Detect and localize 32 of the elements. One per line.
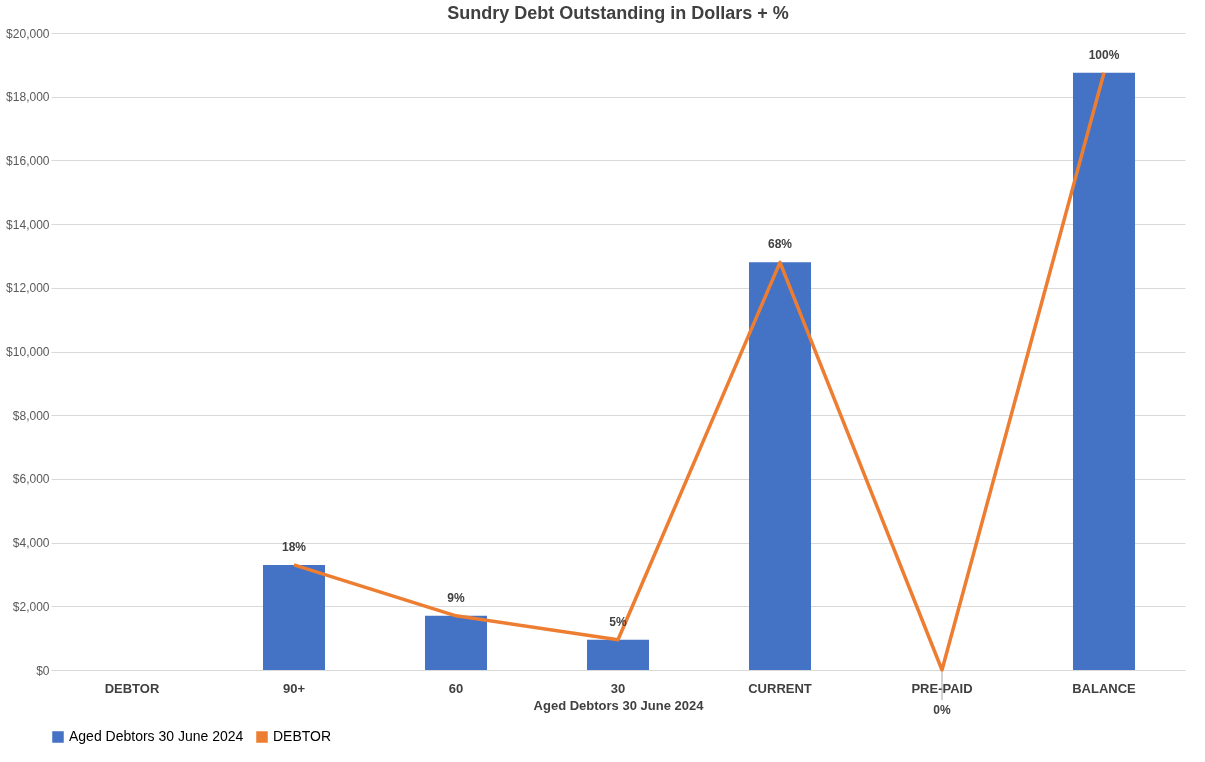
legend-label: DEBTOR xyxy=(273,728,332,744)
annotation: 0% xyxy=(933,703,951,717)
annotation: 68% xyxy=(767,237,793,252)
x-tick-label: 90+ xyxy=(282,680,306,696)
x-tick-label: PRE-PAID xyxy=(911,680,973,696)
y-tick-label: $0 xyxy=(36,663,50,678)
x-axis-title: Aged Debtors 30 June 2024 xyxy=(533,697,705,713)
y-tick-label: $2,000 xyxy=(12,599,50,614)
y-tick-label: $16,000 xyxy=(6,153,50,168)
y-tick-label: $12,000 xyxy=(6,281,50,296)
x-tick-label: 30 xyxy=(610,680,626,696)
y-tick-label: $18,000 xyxy=(6,90,50,105)
y-tick-label: $4,000 xyxy=(12,536,50,551)
bar xyxy=(425,615,487,670)
x-tick-label: 60 xyxy=(448,680,464,696)
annotation: 18% xyxy=(281,539,307,554)
x-tick-label: DEBTOR xyxy=(104,680,160,696)
annotation: 100% xyxy=(1088,47,1120,62)
legend-label: Aged Debtors 30 June 2024 xyxy=(69,728,244,744)
bar xyxy=(749,262,811,670)
bar xyxy=(587,639,649,670)
x-tick-label: CURRENT xyxy=(748,680,812,696)
bar xyxy=(263,564,325,670)
y-tick-label: $8,000 xyxy=(12,408,50,423)
y-tick-label: $10,000 xyxy=(6,345,50,359)
y-tick-label: $14,000 xyxy=(6,217,50,232)
y-tick-label: $6,000 xyxy=(12,472,50,487)
y-tick-label: $20,000 xyxy=(6,26,50,41)
annotation: 9% xyxy=(447,590,465,605)
x-tick-label: BALANCE xyxy=(1072,680,1137,696)
bar xyxy=(1073,72,1135,670)
chart-title: Sundry Debt Outstanding in Dollars + % xyxy=(447,3,789,23)
